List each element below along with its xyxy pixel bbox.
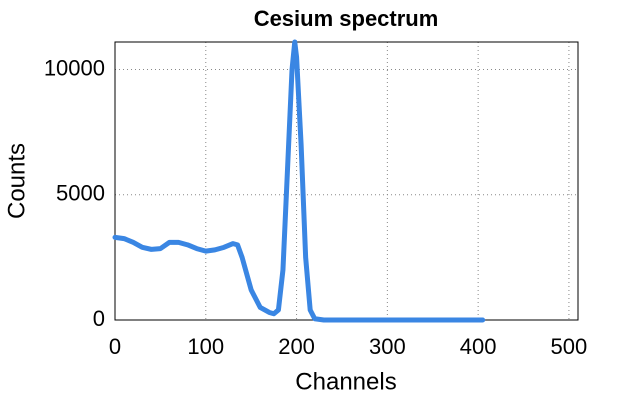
- y-axis-label: Counts: [3, 143, 30, 219]
- plot-frame: [114, 41, 579, 321]
- y-tick-label: 0: [93, 306, 105, 331]
- chart-title: Cesium spectrum: [254, 6, 439, 31]
- x-tick-label: 100: [187, 334, 224, 359]
- y-tick-label: 5000: [56, 181, 105, 206]
- y-tick-label: 10000: [44, 55, 105, 80]
- x-tick-label: 200: [278, 334, 315, 359]
- data-line: [112, 39, 486, 323]
- x-axis-label: Channels: [295, 368, 396, 395]
- x-tick-label: 0: [109, 334, 121, 359]
- x-tick-label: 500: [551, 334, 588, 359]
- x-tick-label: 300: [369, 334, 406, 359]
- x-tick-label: 400: [460, 334, 497, 359]
